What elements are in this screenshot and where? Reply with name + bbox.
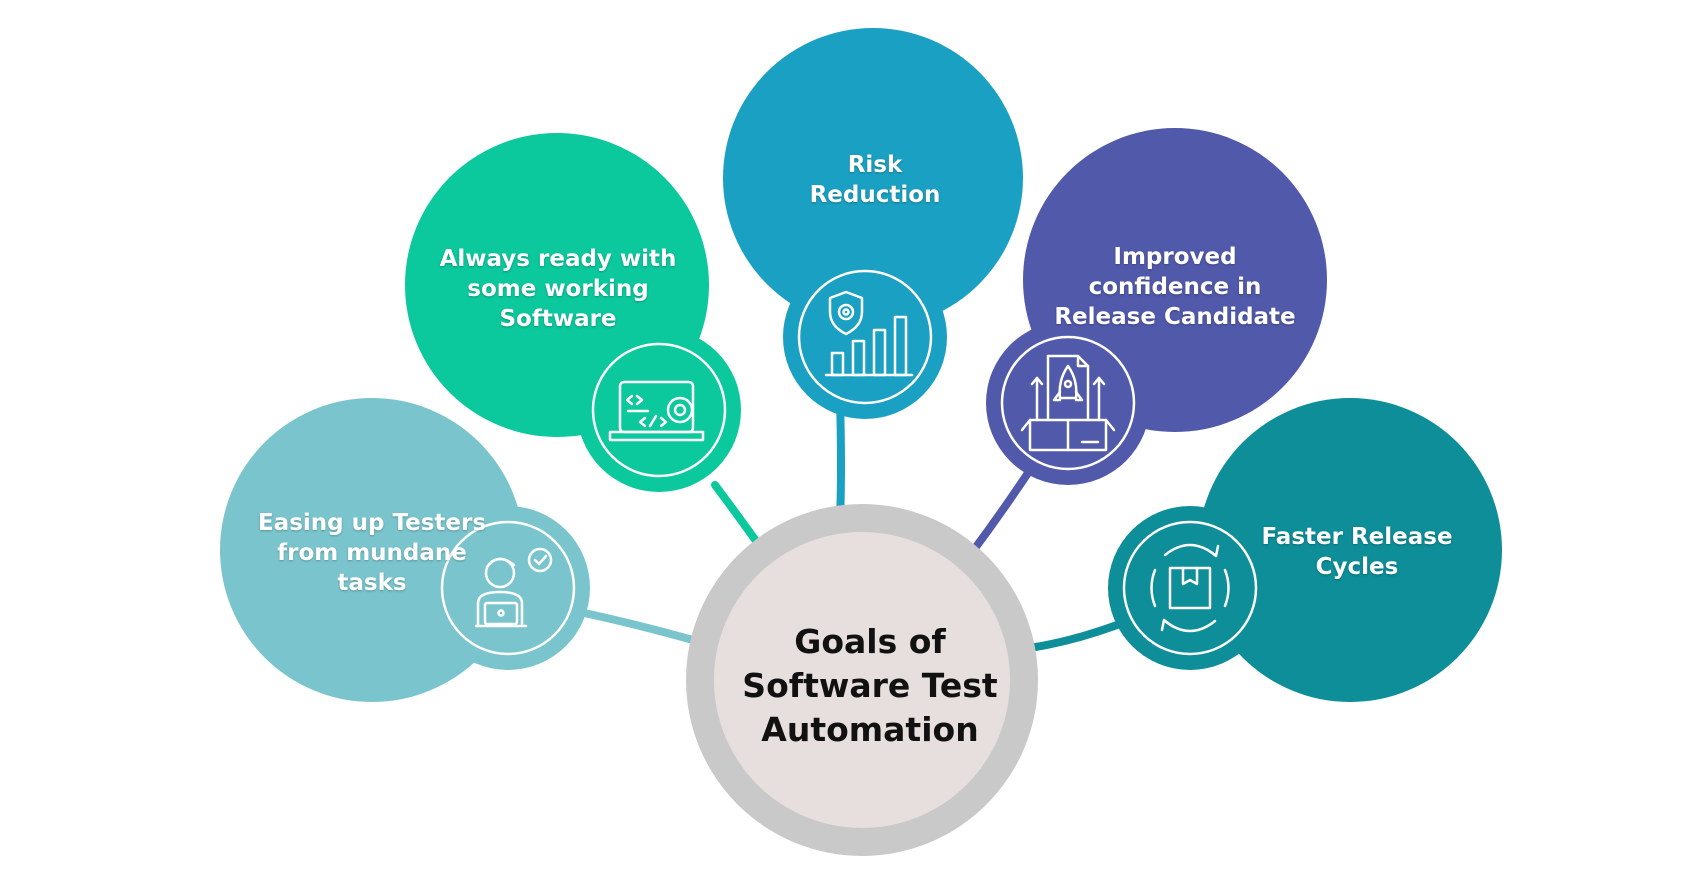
center-disc [714, 532, 1010, 828]
center-title: Goals of Software Test Automation [742, 622, 998, 749]
goal-label-faster-release: Faster Release Cycles [1261, 524, 1453, 580]
goal-easing-testers [220, 398, 704, 702]
goal-label-working-software: Always ready with some working Software [439, 246, 677, 332]
icon-badge-working-software [577, 328, 741, 492]
bubble-risk-reduction [723, 28, 1023, 328]
laptop-code-gear-icon [608, 380, 705, 442]
shield-gear-bar-chart-icon [824, 290, 914, 377]
connector-risk-reduction [836, 396, 845, 524]
goal-faster-release [1026, 398, 1502, 702]
icon-badge-release-confidence [986, 321, 1150, 485]
icon-badge-risk-reduction [783, 255, 947, 419]
center-hub [686, 504, 1038, 856]
package-cycle-arrows-icon [1150, 543, 1230, 633]
connector-faster-release [1026, 616, 1134, 652]
goal-label-risk-reduction: Risk Reduction [809, 152, 941, 208]
icon-badge-easing-testers [426, 506, 590, 670]
goal-release-confidence [966, 128, 1327, 559]
icon-badge-faster-release [1108, 506, 1272, 670]
goal-label-release-confidence: Improved confidence in Release Candidate [1054, 244, 1296, 330]
connector-release-confidence [966, 466, 1034, 559]
goal-risk-reduction [723, 28, 1023, 524]
goal-label-easing-testers: Easing up Testers from mundane tasks [257, 510, 487, 596]
connector-easing-testers [576, 608, 704, 646]
goal-working-software [405, 133, 772, 562]
bubble-faster-release [1198, 398, 1502, 702]
rocket-box-launch-icon [1020, 354, 1116, 452]
tester-with-laptop-checkmark-icon [474, 547, 553, 628]
